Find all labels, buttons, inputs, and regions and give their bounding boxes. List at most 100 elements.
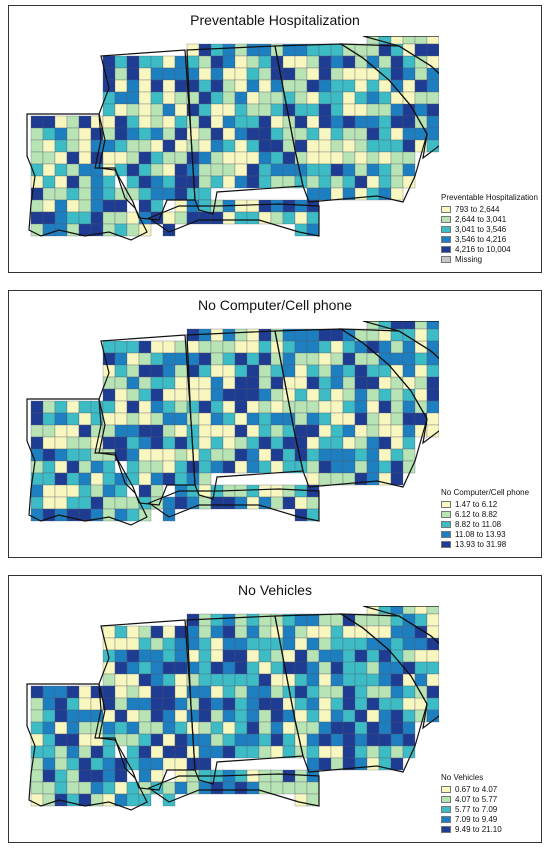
county-area — [102, 484, 116, 498]
county-area — [402, 67, 416, 81]
county-area — [330, 697, 344, 711]
county-area — [378, 460, 392, 474]
county-area — [198, 91, 212, 105]
county-area — [354, 91, 368, 105]
county-area — [234, 685, 248, 699]
county-area — [366, 376, 380, 390]
legend-label: Missing — [455, 254, 483, 264]
county-area — [294, 376, 308, 390]
county-area — [258, 484, 272, 498]
legend-title: No Computer/Cell phone — [441, 488, 530, 497]
county-area — [138, 388, 152, 402]
county-area — [318, 328, 332, 342]
county-area — [306, 412, 320, 426]
county-area — [186, 139, 200, 153]
county-area — [234, 745, 248, 759]
county-area — [174, 745, 188, 759]
county-area — [66, 163, 80, 177]
county-area — [126, 151, 140, 165]
county-area — [198, 625, 212, 639]
county-area — [198, 103, 212, 117]
county-area — [318, 139, 332, 153]
county-area — [114, 352, 128, 366]
county-area — [258, 388, 272, 402]
county-area — [42, 151, 56, 165]
county-area — [294, 55, 308, 69]
county-area — [390, 721, 404, 735]
county-area — [426, 115, 439, 129]
county-area — [54, 175, 68, 189]
county-area — [162, 733, 176, 747]
county-area — [198, 328, 212, 342]
county-area — [330, 685, 344, 699]
county-area — [54, 721, 68, 735]
county-area — [174, 364, 188, 378]
county-area — [210, 733, 224, 747]
county-area — [234, 388, 248, 402]
county-area — [330, 625, 344, 639]
county-area — [258, 400, 272, 414]
county-area — [234, 340, 248, 354]
county-area — [402, 36, 416, 45]
county-area — [138, 508, 152, 522]
county-area — [162, 79, 176, 93]
county-area — [426, 661, 439, 675]
legend-swatch — [441, 205, 451, 213]
county-area — [258, 448, 272, 462]
county-area — [234, 448, 248, 462]
county-area — [426, 352, 439, 366]
county-area — [114, 484, 128, 498]
state-border-florida — [147, 203, 320, 237]
county-area — [210, 67, 224, 81]
county-area — [138, 757, 152, 771]
county-area — [342, 637, 356, 651]
county-area — [330, 115, 344, 129]
county-area — [42, 685, 56, 699]
county-area — [258, 637, 272, 651]
county-area — [234, 781, 248, 795]
county-area — [222, 115, 236, 129]
county-area — [270, 697, 284, 711]
county-area — [138, 424, 152, 438]
county-area — [426, 127, 439, 141]
county-area — [150, 436, 164, 450]
county-area — [270, 115, 284, 129]
county-area — [402, 606, 416, 615]
county-area — [138, 637, 152, 651]
county-area — [306, 496, 320, 510]
county-area — [246, 769, 260, 783]
county-area — [30, 697, 44, 711]
county-area — [162, 151, 176, 165]
county-area — [342, 163, 356, 177]
county-area — [174, 163, 188, 177]
county-area — [174, 649, 188, 663]
county-area — [426, 709, 439, 723]
county-area — [78, 745, 92, 759]
county-area — [246, 733, 260, 747]
county-area — [66, 709, 80, 723]
county-area — [66, 781, 80, 795]
county-area — [378, 79, 392, 93]
county-area — [294, 115, 308, 129]
county-area — [294, 661, 308, 675]
county-area — [294, 673, 308, 687]
county-area — [90, 460, 104, 474]
county-area — [342, 139, 356, 153]
county-area — [378, 364, 392, 378]
county-area — [222, 781, 236, 795]
legend-item: 5.77 to 7.09 — [441, 804, 531, 814]
county-area — [234, 163, 248, 177]
county-area — [426, 364, 439, 378]
county-area — [198, 697, 212, 711]
county-area — [102, 436, 116, 450]
county-area — [378, 697, 392, 711]
county-area — [150, 151, 164, 165]
county-area — [306, 163, 320, 177]
county-area — [126, 412, 140, 426]
county-area — [258, 745, 272, 759]
county-area — [174, 388, 188, 402]
county-area — [174, 67, 188, 81]
county-area — [126, 685, 140, 699]
county-area — [294, 211, 308, 225]
county-area — [198, 745, 212, 759]
